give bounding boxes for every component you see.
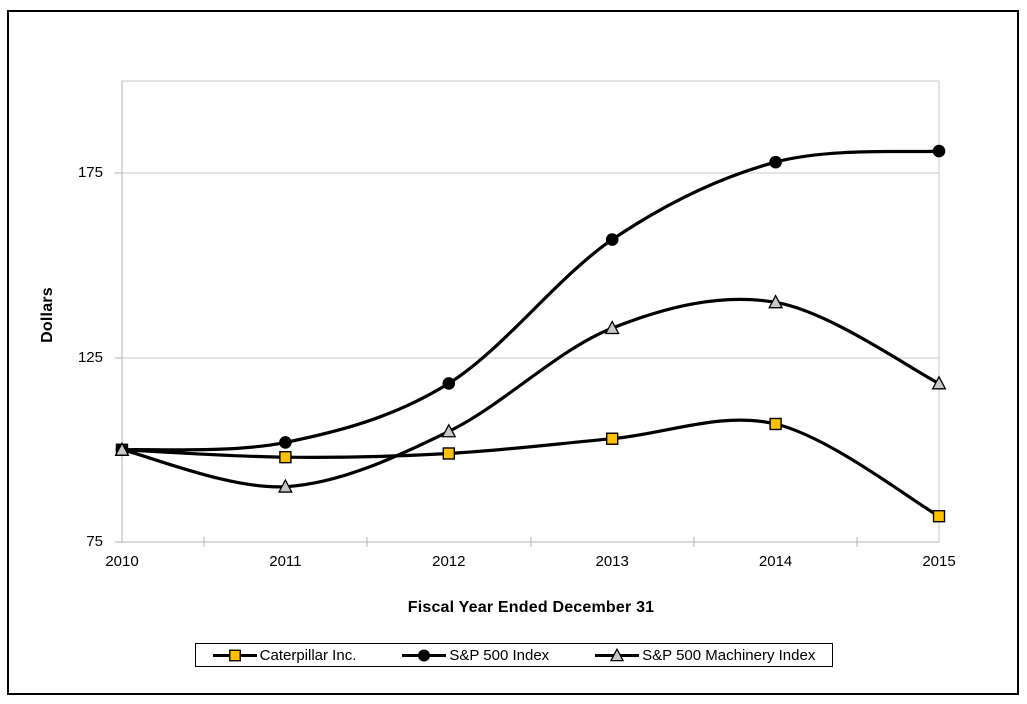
legend-circle-marker-icon: [402, 648, 447, 662]
square-marker: [606, 432, 619, 445]
y-axis-title: Dollars: [39, 287, 56, 343]
legend-label: S&P 500 Machinery Index: [642, 646, 816, 664]
circle-marker: [279, 436, 292, 449]
caterpillar-inc-line: [120, 418, 941, 518]
legend-label: S&P 500 Index: [449, 646, 550, 664]
triangle-marker: [441, 423, 457, 438]
legend-triangle-marker-icon: [595, 647, 640, 661]
triangle-marker: [277, 478, 293, 493]
x-axis-title: Fiscal Year Ended December 31: [407, 599, 655, 616]
x-tick-label: 2013: [595, 553, 629, 570]
legend-item-caterpillar-inc: Caterpillar Inc.: [212, 646, 357, 664]
s-p-500-index-markers: [115, 144, 946, 457]
circle-marker: [418, 648, 431, 662]
circle-marker: [442, 377, 456, 390]
s-p-500-machinery-index-markers: [114, 294, 947, 493]
legend-item-s-p-500-machinery-index: S&P 500 Machinery Index: [595, 646, 816, 664]
triangle-marker: [604, 320, 620, 335]
x-tick-label: 2014: [758, 553, 793, 570]
square-marker: [769, 417, 782, 431]
triangle-marker: [114, 441, 130, 456]
triangle-marker: [610, 647, 625, 661]
circle-marker: [769, 155, 782, 169]
x-tick-label: 2010: [105, 553, 139, 570]
x-tick-label: 2011: [269, 553, 302, 570]
square-marker: [442, 447, 455, 460]
legend-square-marker-icon: [212, 649, 257, 661]
square-marker: [279, 450, 292, 464]
legend: Caterpillar Inc. S&P 500 Index S&P 500 Mac…: [195, 643, 833, 667]
x-tick-label: 2015: [922, 553, 956, 570]
circle-marker: [605, 233, 619, 246]
y-tick-label: 125: [77, 348, 103, 366]
square-marker: [228, 649, 241, 661]
triangle-marker: [931, 375, 947, 390]
x-tick-label: 2012: [432, 553, 466, 570]
y-tick-label: 75: [86, 533, 103, 550]
s-p-500-index-line: [120, 149, 941, 452]
triangle-marker: [768, 294, 784, 309]
caterpillar-inc-markers: [115, 417, 946, 523]
legend-item-s-p-500-index: S&P 500 Index: [402, 648, 549, 663]
legend-label: Caterpillar Inc.: [259, 646, 357, 664]
y-tick-label: 175: [77, 164, 103, 182]
square-marker: [932, 509, 946, 523]
circle-marker: [932, 144, 946, 158]
s-p-500-machinery-index-line: [120, 297, 941, 489]
